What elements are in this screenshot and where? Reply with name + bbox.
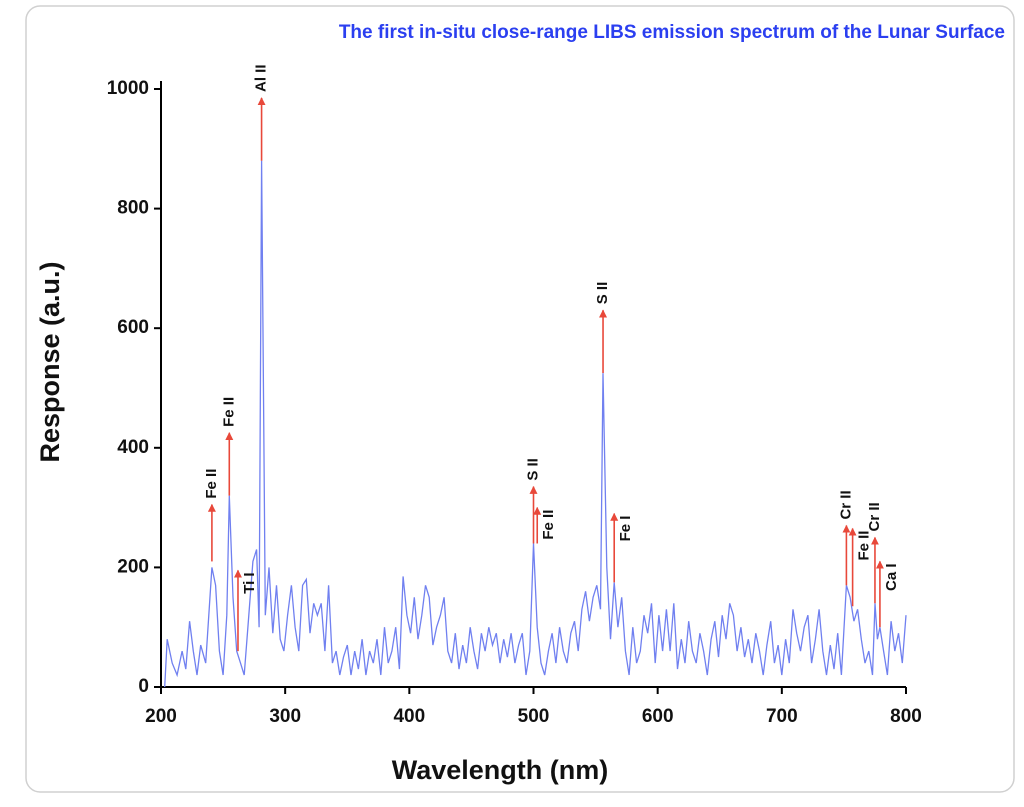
screenshot-frame <box>25 5 1015 793</box>
annotation-label: Ti I <box>241 572 258 593</box>
chart-title: The first in-situ close-range LIBS emiss… <box>339 22 1005 43</box>
x-tick-label: 200 <box>145 706 177 727</box>
spectrum-line <box>164 160 907 688</box>
x-tick-label: 400 <box>393 706 425 727</box>
plot-area: 0 200 400 600 800 1000 200 300 400 500 600 700 800 Fe… <box>107 64 922 727</box>
annotation-label: S II <box>594 282 611 305</box>
annotation-label: Ca I <box>883 563 900 591</box>
y-tick-label: 200 <box>117 556 149 577</box>
x-tick-label: 800 <box>890 706 922 727</box>
annotation-label: Fe II <box>856 531 873 561</box>
annotation-label: Fe II <box>203 469 220 499</box>
y-tick-label: 800 <box>117 198 149 219</box>
annotation-label: Fe II <box>540 510 557 540</box>
y-axis-label: Response (a.u.) <box>35 261 65 462</box>
annotation-label: Cr II <box>837 490 854 519</box>
y-tick-label: 600 <box>117 317 149 338</box>
annotation-label: Al II <box>253 64 270 92</box>
annotation-label: Fe II <box>220 397 237 427</box>
x-axis-label: Wavelength (nm) <box>392 755 609 785</box>
x-tick-label: 600 <box>642 706 674 727</box>
x-tick-label: 500 <box>518 706 550 727</box>
y-tick-label: 1000 <box>107 78 149 99</box>
annotation-label: S II <box>524 458 541 481</box>
annotation-label: Fe I <box>617 516 634 542</box>
annotation-label: Cr II <box>866 502 883 531</box>
y-tick-label: 0 <box>138 676 149 697</box>
x-tick-label: 700 <box>766 706 798 727</box>
y-tick-label: 400 <box>117 437 149 458</box>
x-tick-label: 300 <box>269 706 301 727</box>
